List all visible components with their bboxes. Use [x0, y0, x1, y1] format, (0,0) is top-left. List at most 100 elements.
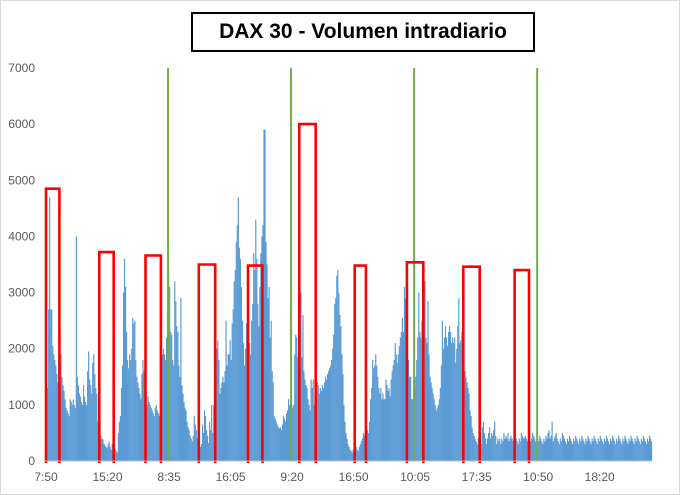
volume-bar: [511, 438, 513, 461]
volume-bar: [376, 365, 378, 461]
volume-bar: [260, 253, 262, 461]
volume-bar: [576, 438, 578, 461]
volume-bar: [293, 404, 295, 461]
volume-bar: [133, 323, 135, 461]
volume-bar: [633, 444, 635, 461]
volume-bar: [460, 340, 462, 461]
volume-bar: [64, 399, 66, 461]
volume-bar: [504, 438, 506, 461]
volume-bar: [502, 441, 504, 461]
volume-bar: [68, 416, 70, 461]
volume-bar: [418, 292, 420, 461]
volume-bar: [362, 432, 365, 461]
volume-bar: [221, 382, 223, 461]
volume-bar: [241, 320, 244, 461]
volume-bar: [107, 444, 109, 461]
session-dividers: [167, 68, 539, 461]
volume-bar: [70, 402, 72, 461]
volume-bar: [568, 435, 571, 461]
volume-bar: [50, 309, 52, 461]
volume-bar: [431, 388, 433, 461]
volume-bar: [311, 388, 313, 461]
volume-bar: [238, 247, 240, 461]
volume-bar: [390, 379, 392, 461]
volume-bar: [403, 286, 406, 461]
volume-bar: [453, 343, 455, 461]
y-tick-label: 0: [28, 454, 35, 468]
volume-bar: [485, 444, 488, 461]
volume-bar: [394, 343, 396, 461]
volume-bar: [267, 298, 269, 461]
volume-bar: [407, 359, 410, 461]
volume-bar: [337, 270, 339, 461]
volume-bar: [78, 393, 81, 461]
volume-bar: [613, 438, 615, 461]
volume-bar: [306, 388, 308, 461]
volume-bar: [230, 359, 232, 461]
x-tick-label: 9:20: [280, 470, 304, 484]
volume-bar: [647, 441, 650, 461]
volume-bar: [560, 441, 562, 461]
volume-bar: [196, 438, 198, 461]
volume-bar: [596, 444, 598, 461]
volume-bar: [340, 326, 342, 461]
volume-bar: [526, 441, 529, 461]
volume-bar: [399, 337, 401, 461]
volume-bar: [178, 365, 180, 461]
volume-bar: [103, 444, 105, 461]
volume-bar: [47, 388, 49, 461]
volume-bar: [75, 236, 77, 461]
x-axis: 7:50 15:20 8:35 16:05 9:20 16:50 10:05 17:35 10:…: [34, 470, 615, 484]
volume-bar: [379, 393, 381, 461]
volume-bar: [200, 444, 203, 461]
volume-bar: [320, 390, 322, 461]
volume-bar: [129, 354, 131, 461]
volume-bar: [508, 441, 510, 461]
volume-bar: [542, 444, 544, 461]
volume-bar: [438, 399, 440, 461]
volume-bar: [82, 385, 85, 461]
volume-bar: [512, 441, 514, 461]
volume-bar: [336, 275, 338, 461]
volume-bar: [211, 404, 213, 461]
volume-bar: [545, 435, 547, 461]
volume-bar: [174, 281, 176, 461]
volume-bar: [274, 418, 276, 461]
volume-bar: [182, 393, 184, 461]
volume-bar: [605, 435, 608, 461]
volume-bar: [552, 441, 554, 461]
volume-bar: [639, 444, 641, 461]
volume-bar: [458, 298, 460, 461]
x-tick-label: 18:20: [585, 470, 615, 484]
volume-bar: [442, 348, 445, 461]
volume-bar: [448, 326, 451, 461]
volume-bar: [348, 446, 350, 461]
y-tick-label: 4000: [8, 229, 35, 243]
volume-bar: [115, 450, 117, 461]
volume-bar: [524, 435, 527, 461]
volume-bar: [516, 441, 518, 461]
volume-bar: [309, 410, 311, 461]
volume-bar: [136, 376, 138, 461]
volume-bar: [279, 427, 281, 461]
volume-bar: [410, 376, 412, 461]
volume-bar: [220, 388, 222, 461]
y-tick-label: 7000: [8, 61, 35, 75]
volume-bar: [386, 385, 388, 461]
volume-bar: [308, 404, 310, 461]
volume-bar: [186, 421, 188, 461]
volume-bar: [470, 416, 472, 461]
volume-bar: [283, 418, 286, 461]
volume-bar: [102, 439, 104, 461]
highlight-box: [298, 122, 317, 463]
volume-bar: [226, 365, 228, 461]
volume-bar: [286, 410, 289, 461]
volume-bar: [349, 449, 351, 461]
volume-bar: [549, 438, 551, 461]
volume-bar: [194, 424, 196, 461]
volume-bar: [251, 320, 253, 461]
volume-bar: [270, 320, 272, 461]
volume-bar: [616, 438, 618, 461]
volume-bar: [573, 438, 575, 461]
volume-bar: [388, 388, 390, 461]
